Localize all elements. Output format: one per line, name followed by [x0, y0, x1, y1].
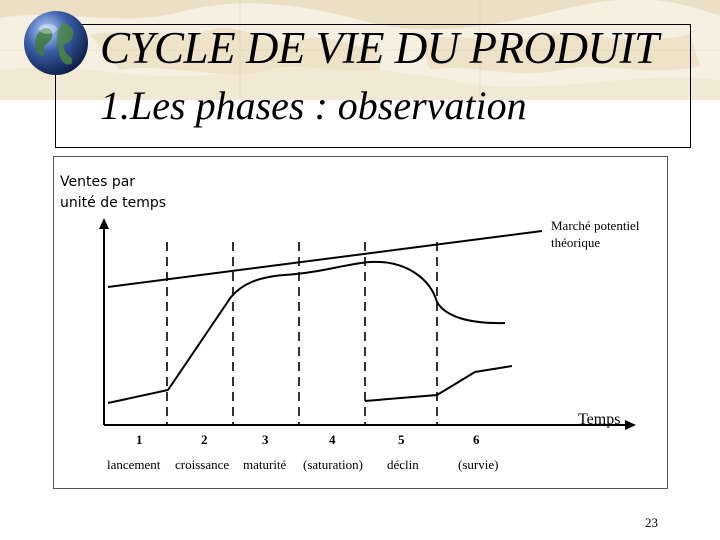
world-map-background — [0, 0, 720, 100]
x-axis-label: Temps — [578, 411, 621, 428]
phase-number-3: 3 — [262, 432, 269, 447]
x-axis-arrow — [625, 420, 636, 430]
y-axis-label-line2: unité de temps — [60, 195, 167, 211]
phase-number-6: 6 — [473, 432, 480, 447]
phase-name-1: lancement — [107, 457, 161, 472]
phase-number-5: 5 — [398, 432, 405, 447]
survival-curve-upper — [436, 301, 506, 325]
phase-name-5: déclin — [387, 457, 419, 472]
phase-number-1: 1 — [136, 432, 143, 447]
phase-name-4: (saturation) — [303, 457, 363, 472]
y-axis-arrow — [99, 218, 109, 229]
slide-title: CYCLE DE VIE DU PRODUIT — [100, 23, 659, 73]
phase-number-2: 2 — [201, 432, 208, 447]
potential-market-label-line2: théorique — [551, 235, 601, 250]
y-axis-label-line1: Ventes par — [60, 174, 136, 190]
phase-name-3: maturité — [243, 457, 287, 472]
sales-curve — [107, 260, 438, 404]
slide-subtitle: 1.Les phases : observation — [100, 83, 527, 128]
page-number: 23 — [645, 515, 658, 530]
globe-icon — [24, 11, 88, 75]
title-frame — [55, 24, 691, 148]
potential-market-label: Marché potentiel théorique — [551, 217, 639, 251]
y-axis-label: Ventes par unité de temps — [60, 172, 166, 214]
potential-market-line — [107, 230, 543, 288]
survival-curve-lower — [364, 365, 513, 402]
phase-name-6: (survie) — [458, 457, 499, 472]
potential-market-label-line1: Marché potentiel — [551, 218, 640, 233]
phase-number-4: 4 — [329, 432, 336, 447]
phase-name-2: croissance — [175, 457, 230, 472]
diagram-frame — [53, 156, 668, 489]
